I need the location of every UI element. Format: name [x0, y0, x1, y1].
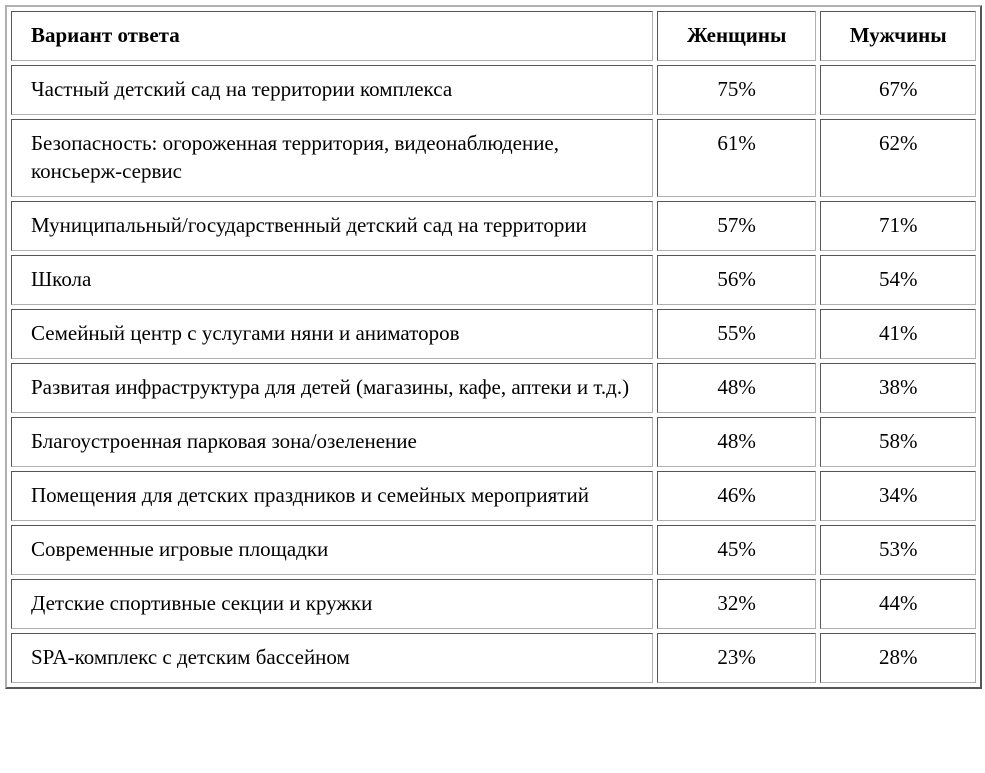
cell-men: 44% [820, 579, 976, 629]
cell-women: 45% [656, 525, 817, 575]
cell-women: 48% [656, 363, 817, 413]
table-row: Благоустроенная парковая зона/озеленение… [11, 417, 976, 467]
header-option: Вариант ответа [11, 11, 653, 61]
cell-men: 28% [820, 633, 976, 683]
cell-option: Развитая инфраструктура для детей (магаз… [11, 363, 653, 413]
cell-men: 41% [820, 309, 976, 359]
cell-women: 61% [656, 119, 817, 197]
table-header-row: Вариант ответа Женщины Мужчины [11, 11, 976, 61]
cell-women: 46% [656, 471, 817, 521]
header-women: Женщины [656, 11, 817, 61]
table-row: Детские спортивные секции и кружки 32% 44% [11, 579, 976, 629]
cell-option: Муниципальный/государственный детский са… [11, 201, 653, 251]
cell-option: Школа [11, 255, 653, 305]
cell-men: 38% [820, 363, 976, 413]
cell-men: 34% [820, 471, 976, 521]
cell-women: 55% [656, 309, 817, 359]
table-row: Помещения для детских праздников и семей… [11, 471, 976, 521]
table-row: Муниципальный/государственный детский са… [11, 201, 976, 251]
cell-women: 23% [656, 633, 817, 683]
cell-men: 54% [820, 255, 976, 305]
table-row: Развитая инфраструктура для детей (магаз… [11, 363, 976, 413]
cell-option: SPA-комплекс с детским бассейном [11, 633, 653, 683]
table-row: Семейный центр с услугами няни и анимато… [11, 309, 976, 359]
cell-women: 75% [656, 65, 817, 115]
cell-women: 57% [656, 201, 817, 251]
table-row: Школа 56% 54% [11, 255, 976, 305]
table-row: Современные игровые площадки 45% 53% [11, 525, 976, 575]
cell-women: 32% [656, 579, 817, 629]
cell-men: 62% [820, 119, 976, 197]
survey-table: Вариант ответа Женщины Мужчины Частный д… [5, 5, 982, 689]
cell-option: Семейный центр с услугами няни и анимато… [11, 309, 653, 359]
table-row: Безопасность: огороженная территория, ви… [11, 119, 976, 197]
cell-option: Детские спортивные секции и кружки [11, 579, 653, 629]
cell-option: Частный детский сад на территории компле… [11, 65, 653, 115]
cell-men: 71% [820, 201, 976, 251]
cell-men: 67% [820, 65, 976, 115]
cell-option: Современные игровые площадки [11, 525, 653, 575]
cell-men: 58% [820, 417, 976, 467]
cell-option: Безопасность: огороженная территория, ви… [11, 119, 653, 197]
table-row: Частный детский сад на территории компле… [11, 65, 976, 115]
table-row: SPA-комплекс с детским бассейном 23% 28% [11, 633, 976, 683]
header-men: Мужчины [820, 11, 976, 61]
cell-option: Помещения для детских праздников и семей… [11, 471, 653, 521]
cell-men: 53% [820, 525, 976, 575]
cell-women: 56% [656, 255, 817, 305]
cell-women: 48% [656, 417, 817, 467]
cell-option: Благоустроенная парковая зона/озеленение [11, 417, 653, 467]
